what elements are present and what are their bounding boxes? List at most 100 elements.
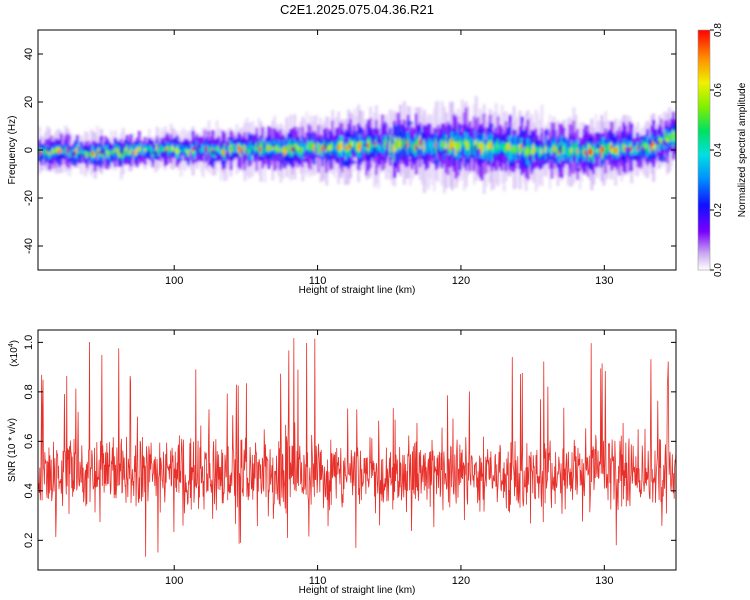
heatmap-cell	[426, 143, 430, 149]
heatmap-cell	[438, 142, 442, 148]
heatmap-cell	[255, 145, 259, 149]
heatmap-cell	[556, 148, 560, 155]
snr-scale-text: (x10	[9, 347, 20, 367]
heatmap-cell	[269, 145, 273, 150]
heatmap-cell	[478, 142, 482, 150]
snr-y-tick-label: 0.4	[23, 483, 35, 498]
heatmap-cell	[518, 146, 522, 153]
heatmap-cell	[636, 146, 640, 151]
heatmap-cell	[430, 145, 434, 150]
heatmap-cell	[75, 149, 80, 152]
heatmap-cell	[351, 141, 355, 147]
heatmap-cell	[167, 147, 171, 150]
heatmap-cell	[508, 144, 512, 149]
heatmap-cell	[237, 145, 241, 150]
heatmap-cell	[476, 142, 480, 149]
heatmap-cell	[366, 144, 371, 149]
heatmap-cell	[321, 146, 325, 152]
heatmap-cell	[456, 141, 460, 149]
heatmap-cell	[466, 142, 470, 149]
heatmap-cell	[149, 147, 153, 151]
heatmap-cell	[129, 149, 133, 152]
heatmap-cell	[548, 147, 552, 153]
heatmap-cell	[157, 151, 161, 154]
heatmap-cell	[444, 143, 448, 150]
heatmap-cell	[135, 150, 139, 153]
spectrogram-y-tick-label: 40	[23, 48, 35, 60]
heatmap-cell	[526, 148, 530, 155]
colorbar-ticks: 0.0 0.2 0.4 0.6 0.8	[710, 23, 724, 277]
heatmap-cell	[490, 142, 494, 149]
heatmap-cell	[468, 143, 472, 150]
spectrogram-x-tick-label: 110	[309, 275, 327, 287]
heatmap-cell	[494, 145, 498, 150]
heatmap-cell	[301, 148, 305, 152]
heatmap-cell	[570, 147, 574, 153]
heatmap-cell	[279, 149, 283, 153]
heatmap-cell	[644, 144, 648, 149]
heatmap-cell	[333, 147, 337, 151]
heatmap-cell	[185, 149, 189, 153]
heatmap-cell	[355, 144, 359, 148]
heatmap-cell	[568, 148, 572, 155]
heatmap-cell	[532, 145, 536, 152]
heatmap-cell	[49, 151, 54, 155]
heatmap-cell	[608, 145, 612, 151]
spectrogram-x-ticks: 100 110 120 130	[165, 30, 613, 287]
heatmap-cell	[43, 150, 48, 154]
heatmap-cell	[357, 145, 361, 150]
heatmap-cell	[388, 144, 393, 148]
colorbar-gradient	[698, 30, 710, 270]
heatmap-cell	[335, 145, 339, 149]
heatmap-cell	[650, 144, 654, 148]
heatmap-cell	[414, 144, 419, 151]
heatmap-cell	[498, 145, 502, 150]
colorbar: 0.0 0.2 0.4 0.6 0.8 Normalized spectral ampl…	[697, 23, 748, 277]
snr-x-tick-label: 110	[309, 575, 327, 587]
heatmap-cell	[648, 148, 652, 152]
heatmap-cell	[263, 149, 267, 154]
heatmap-cell	[233, 147, 237, 151]
snr-x-tick-label: 130	[595, 575, 613, 587]
heatmap-cell	[464, 140, 468, 145]
heatmap-cell	[360, 141, 365, 147]
heatmap-cell	[107, 151, 111, 156]
heatmap-cell	[169, 148, 173, 151]
heatmap-cell	[111, 150, 115, 155]
heatmap-cell	[592, 149, 596, 155]
heatmap-cell	[327, 146, 331, 150]
heatmap-cell	[528, 148, 532, 154]
spectrogram-panel: 100 110 120 130 -40 -20 0 20 40 Height of strai…	[7, 29, 677, 296]
heatmap-cell	[231, 145, 235, 150]
heatmap-cell	[458, 144, 462, 149]
heatmap-cell	[59, 148, 64, 153]
heatmap-cell	[674, 133, 676, 140]
heatmap-speckle	[670, 123, 676, 131]
heatmap-cell	[177, 150, 181, 153]
heatmap-cell	[506, 143, 510, 150]
heatmap-cell	[303, 146, 307, 150]
heatmap-cell	[123, 150, 127, 154]
heatmap-cell	[442, 143, 446, 148]
heatmap-cell	[187, 150, 191, 154]
heatmap-cell	[530, 149, 534, 155]
snr-y-label: SNR (10 * v/v)	[7, 418, 18, 482]
heatmap-cell	[283, 148, 287, 153]
heatmap-cell	[376, 143, 381, 150]
heatmap-cell	[189, 148, 193, 152]
heatmap-cell	[520, 143, 524, 150]
heatmap-cell	[345, 145, 349, 150]
heatmap-cell	[285, 149, 289, 154]
heatmap-cell	[241, 145, 245, 150]
heatmap-cell	[618, 146, 622, 153]
heatmap-cell	[422, 142, 426, 150]
heatmap-cell	[55, 148, 60, 152]
colorbar-tick-label: 0.0	[713, 263, 724, 277]
snr-x-tick-label: 100	[165, 575, 183, 587]
heatmap-cell	[47, 152, 52, 155]
heatmap-cell	[512, 145, 516, 152]
heatmap-cell	[295, 144, 299, 149]
heatmap-cell	[331, 142, 335, 149]
heatmap-cell	[329, 145, 333, 151]
heatmap-cell	[412, 145, 417, 150]
